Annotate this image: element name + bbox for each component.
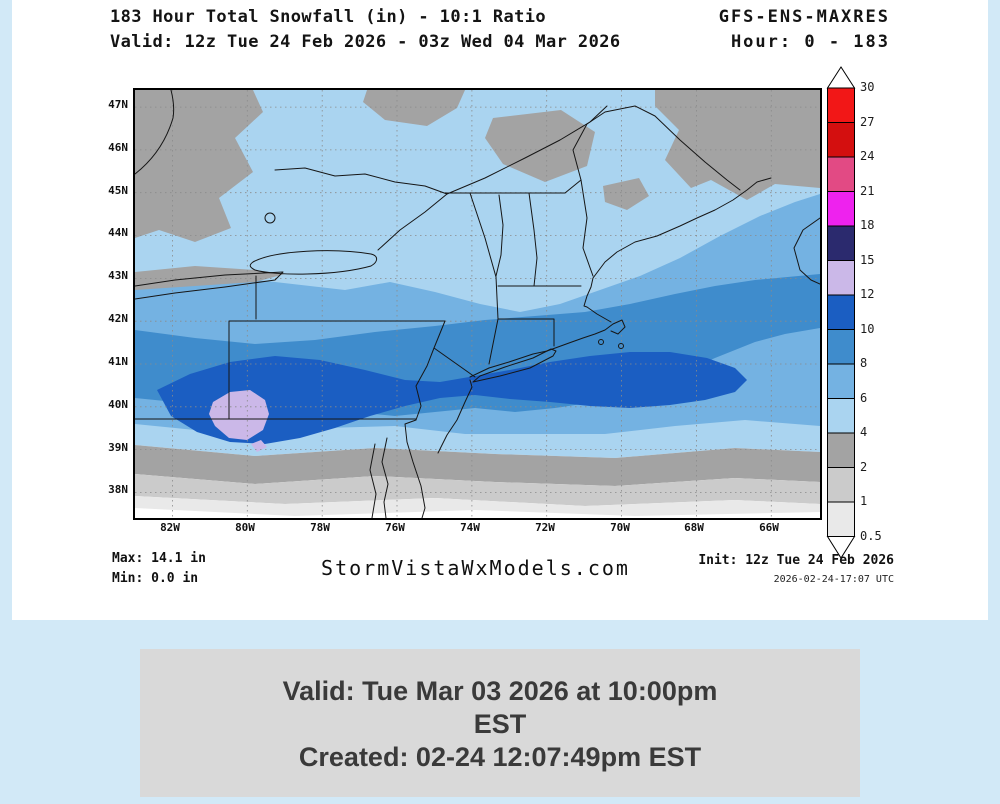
- created-line: Created: 02-24 12:07:49pm EST: [298, 742, 702, 772]
- colorbar-segment: [827, 294, 855, 330]
- watermark: StormVistaWxModels.com: [321, 556, 630, 580]
- lat-label: 44N: [108, 226, 128, 239]
- colorbar-label: 30: [860, 80, 875, 94]
- colorbar-label: 27: [860, 115, 875, 129]
- init-time: Init: 12z Tue 24 Feb 2026: [698, 553, 894, 568]
- colorbar-segment: [827, 260, 855, 296]
- colorbar-segment: [827, 363, 855, 399]
- lon-label: 80W: [235, 521, 255, 534]
- colorbar-label: 4: [860, 425, 868, 439]
- lat-label: 41N: [108, 355, 128, 368]
- snowfall-map-svg: [134, 89, 821, 519]
- colorbar-label: 0.5: [860, 529, 882, 543]
- state-borders: [134, 89, 821, 519]
- colorbar-segment: [827, 191, 855, 227]
- lon-label: 72W: [535, 521, 555, 534]
- hour-range: Hour: 0 - 183: [730, 32, 890, 52]
- valid-info-box: Valid: Tue Mar 03 2026 at 10:00pm EST Cr…: [140, 649, 860, 797]
- colorbar-label: 12: [860, 287, 875, 301]
- colorbar-segment: [827, 432, 855, 468]
- lon-label: 78W: [310, 521, 330, 534]
- lat-label: 43N: [108, 269, 128, 282]
- lon-label: 70W: [610, 521, 630, 534]
- lon-label: 76W: [385, 521, 405, 534]
- colorbar-bottom-arrow: [826, 536, 856, 559]
- lat-label: 39N: [108, 441, 128, 454]
- lon-label: 68W: [684, 521, 704, 534]
- init-timestamp: 2026-02-24-17:07 UTC: [773, 574, 894, 585]
- colorbar-label: 24: [860, 149, 875, 163]
- lat-label: 38N: [108, 483, 128, 496]
- colorbar: [826, 66, 856, 564]
- colorbar-label: 10: [860, 322, 875, 336]
- colorbar-label: 6: [860, 391, 868, 405]
- colorbar-segment: [827, 225, 855, 261]
- min-stat: Min: 0.0 in: [112, 571, 199, 586]
- colorbar-segment: [827, 501, 855, 537]
- colorbar-label: 15: [860, 253, 875, 267]
- contour-fills: [135, 90, 820, 516]
- colorbar-segment: [827, 398, 855, 434]
- colorbar-label: 18: [860, 218, 875, 232]
- lat-label: 42N: [108, 312, 128, 325]
- lat-label: 46N: [108, 141, 128, 154]
- lat-label: 40N: [108, 398, 128, 411]
- lon-label: 82W: [160, 521, 180, 534]
- timezone-line: EST: [473, 709, 527, 739]
- colorbar-segment: [827, 467, 855, 503]
- page-title: 183 Hour Total Snowfall (in) - 10:1 Rati…: [110, 7, 547, 27]
- model-name: GFS-ENS-MAXRES: [718, 7, 890, 27]
- colorbar-segment: [827, 156, 855, 192]
- valid-line: Valid: Tue Mar 03 2026 at 10:00pm: [282, 676, 718, 706]
- colorbar-label: 1: [860, 494, 868, 508]
- colorbar-segment: [827, 329, 855, 365]
- max-stat: Max: 14.1 in: [112, 551, 206, 566]
- colorbar-segment: [827, 87, 855, 123]
- colorbar-top-arrow: [826, 66, 856, 89]
- lon-label: 66W: [759, 521, 779, 534]
- snowfall-map: [133, 88, 822, 520]
- lat-label: 47N: [108, 98, 128, 111]
- lat-label: 45N: [108, 184, 128, 197]
- colorbar-segment: [827, 122, 855, 158]
- colorbar-label: 8: [860, 356, 868, 370]
- lon-label: 74W: [460, 521, 480, 534]
- valid-range: Valid: 12z Tue 24 Feb 2026 - 03z Wed 04 …: [110, 32, 621, 52]
- colorbar-label: 21: [860, 184, 875, 198]
- colorbar-label: 2: [860, 460, 868, 474]
